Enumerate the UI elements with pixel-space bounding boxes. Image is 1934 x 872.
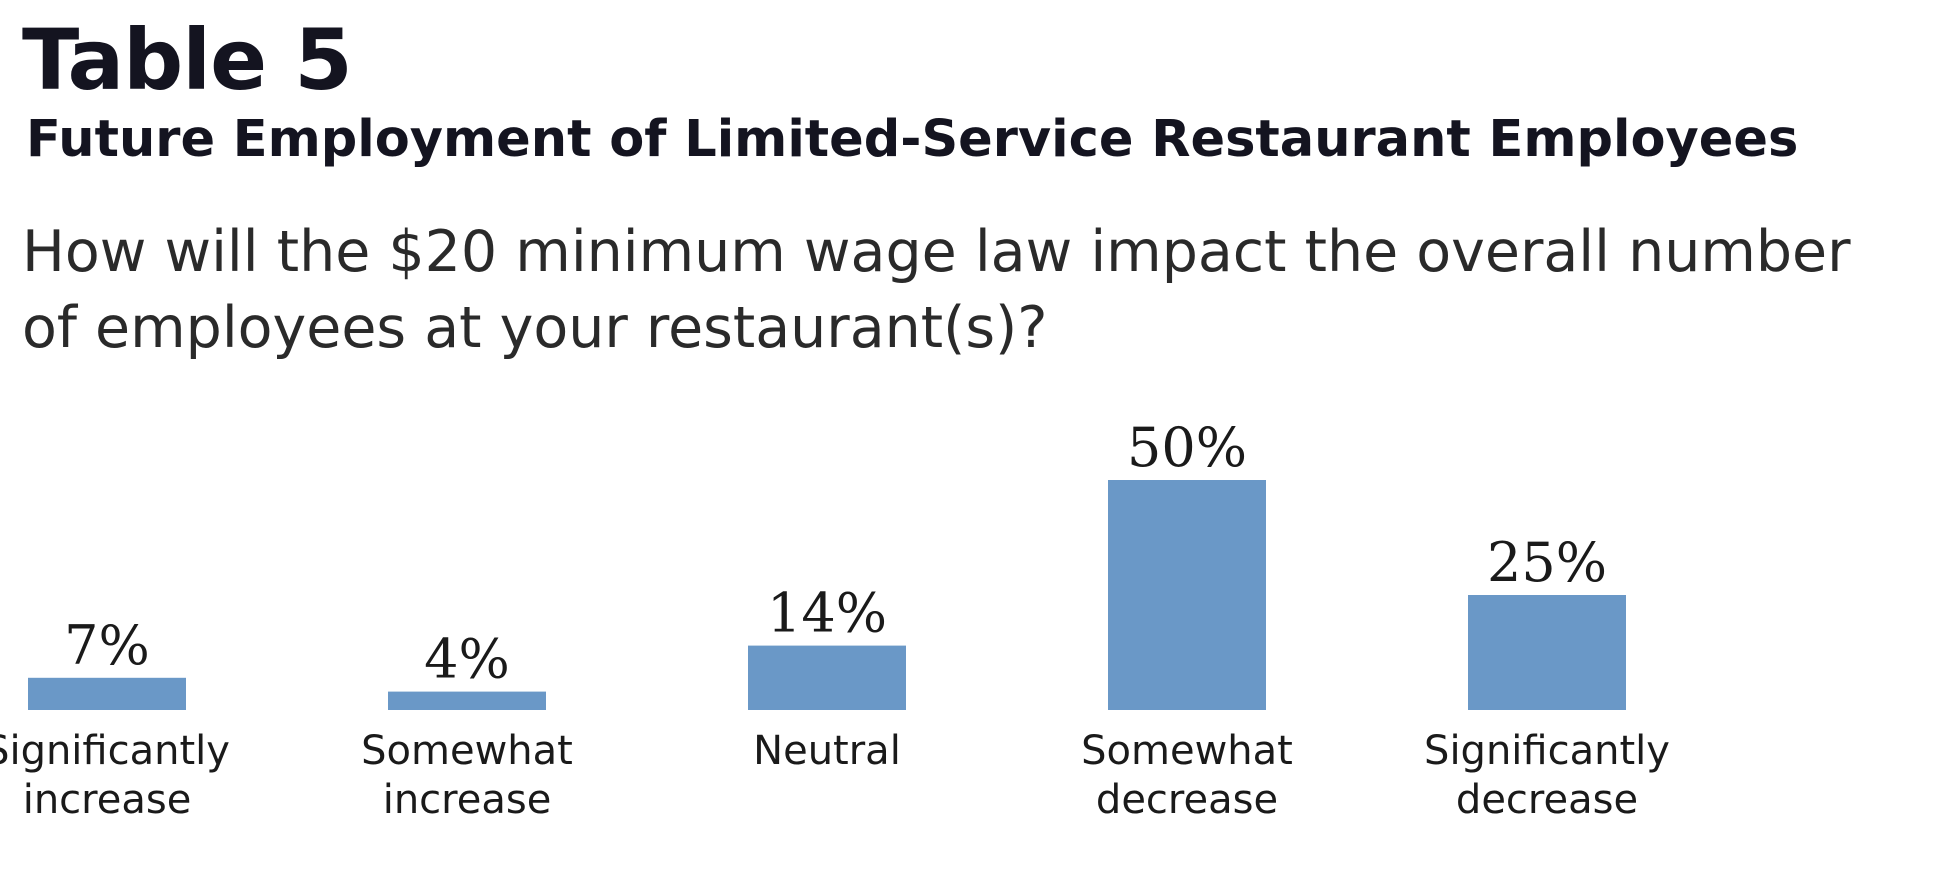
survey-question: How will the $20 minimum wage law impact… bbox=[22, 214, 1922, 366]
bar-value-label-2: 14% bbox=[767, 582, 887, 645]
category-label-1-line-1: increase bbox=[383, 777, 552, 823]
category-label-4-line-0: Significantly bbox=[1424, 728, 1670, 774]
bar-4 bbox=[1468, 595, 1626, 710]
bar-value-label-3: 50% bbox=[1127, 416, 1247, 479]
category-label-0-line-0: Significantly bbox=[0, 728, 230, 774]
survey-question-line-2: of employees at your restaurant(s)? bbox=[22, 295, 1048, 361]
bar-0 bbox=[28, 677, 186, 710]
category-label-4-line-1: decrease bbox=[1456, 777, 1638, 823]
category-label-2-line-0: Neutral bbox=[753, 728, 901, 774]
category-label-1-line-0: Somewhat bbox=[361, 728, 573, 774]
bar-value-label-4: 25% bbox=[1487, 531, 1607, 594]
chart-subtitle: Future Employment of Limited-Service Res… bbox=[26, 110, 1799, 169]
bar-value-label-0: 7% bbox=[64, 614, 150, 677]
survey-question-line-1: How will the $20 minimum wage law impact… bbox=[22, 219, 1851, 285]
bar-3 bbox=[1108, 480, 1266, 710]
bar-2 bbox=[748, 645, 906, 710]
category-label-3-line-0: Somewhat bbox=[1081, 728, 1293, 774]
bar-1 bbox=[388, 691, 546, 710]
chart-title: Table 5 bbox=[22, 11, 353, 109]
bar-value-label-1: 4% bbox=[424, 628, 510, 691]
category-label-3-line-1: decrease bbox=[1096, 777, 1278, 823]
category-label-0-line-1: increase bbox=[23, 777, 192, 823]
bar-chart: 7%Significantlyincrease4%Somewhatincreas… bbox=[0, 416, 1670, 823]
